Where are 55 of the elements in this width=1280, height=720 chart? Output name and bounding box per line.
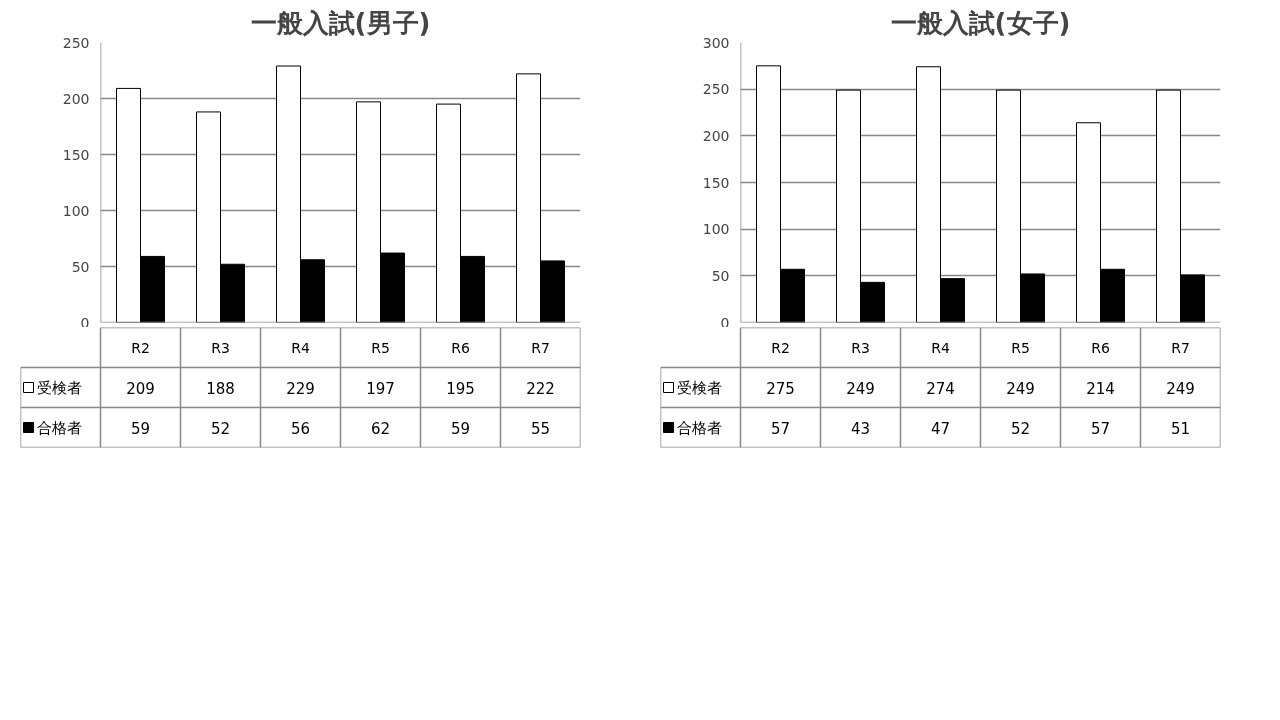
x-tick-label: R5 bbox=[1011, 339, 1030, 356]
legend-label: 合格者 bbox=[676, 418, 722, 437]
data-label: 222 bbox=[526, 379, 555, 398]
data-label: 59 bbox=[130, 419, 151, 438]
data-label: 51 bbox=[1170, 419, 1191, 438]
x-tick-label: R2 bbox=[131, 339, 150, 356]
y-tick-label: 300 bbox=[702, 34, 730, 51]
y-tick-label: 250 bbox=[702, 81, 730, 98]
x-tick-label: R4 bbox=[931, 339, 950, 356]
chart-title: 一般入試(男子) bbox=[250, 7, 431, 38]
data-label: 249 bbox=[846, 379, 875, 398]
x-tick-label: R7 bbox=[531, 339, 550, 356]
x-tick-label: R3 bbox=[211, 339, 230, 356]
chart-title: 一般入試(女子) bbox=[890, 7, 1071, 38]
x-tick-label: R3 bbox=[851, 339, 870, 356]
data-label: 274 bbox=[926, 379, 955, 398]
data-label: 55 bbox=[530, 419, 551, 438]
data-label: 47 bbox=[930, 419, 951, 438]
data-label: 57 bbox=[1090, 419, 1111, 438]
x-tick-label: R4 bbox=[291, 339, 310, 356]
y-tick-label: 250 bbox=[62, 34, 90, 51]
data-label: 209 bbox=[126, 379, 155, 398]
data-label: 229 bbox=[286, 379, 315, 398]
y-tick-label: 100 bbox=[702, 221, 730, 238]
data-label: 59 bbox=[450, 419, 471, 438]
data-label: 52 bbox=[1010, 419, 1031, 438]
y-tick-label: 150 bbox=[62, 146, 90, 163]
data-label: 275 bbox=[766, 379, 795, 398]
y-tick-label: 50 bbox=[71, 258, 90, 275]
y-tick-label: 200 bbox=[62, 90, 90, 107]
y-tick-label: 0 bbox=[720, 314, 730, 331]
legend-label: 合格者 bbox=[36, 418, 82, 437]
data-label: 249 bbox=[1006, 379, 1035, 398]
x-tick-label: R6 bbox=[451, 339, 470, 356]
x-tick-label: R7 bbox=[1171, 339, 1190, 356]
data-label: 56 bbox=[290, 419, 311, 438]
data-label: 195 bbox=[446, 379, 475, 398]
data-label: 62 bbox=[370, 419, 391, 438]
data-label: 249 bbox=[1166, 379, 1195, 398]
data-label: 57 bbox=[770, 419, 791, 438]
x-tick-label: R6 bbox=[1091, 339, 1110, 356]
y-tick-label: 100 bbox=[62, 202, 90, 219]
legend-label: 受検者 bbox=[676, 378, 722, 397]
y-tick-label: 150 bbox=[702, 174, 730, 191]
y-tick-label: 0 bbox=[80, 314, 90, 331]
data-label: 197 bbox=[366, 379, 395, 398]
x-tick-label: R2 bbox=[771, 339, 790, 356]
legend-label: 受検者 bbox=[36, 378, 82, 397]
data-label: 188 bbox=[206, 379, 235, 398]
x-tick-label: R5 bbox=[371, 339, 390, 356]
data-label: 214 bbox=[1086, 379, 1115, 398]
y-tick-label: 200 bbox=[702, 127, 730, 144]
y-tick-label: 50 bbox=[711, 267, 730, 284]
data-label: 52 bbox=[210, 419, 231, 438]
data-label: 43 bbox=[850, 419, 871, 438]
